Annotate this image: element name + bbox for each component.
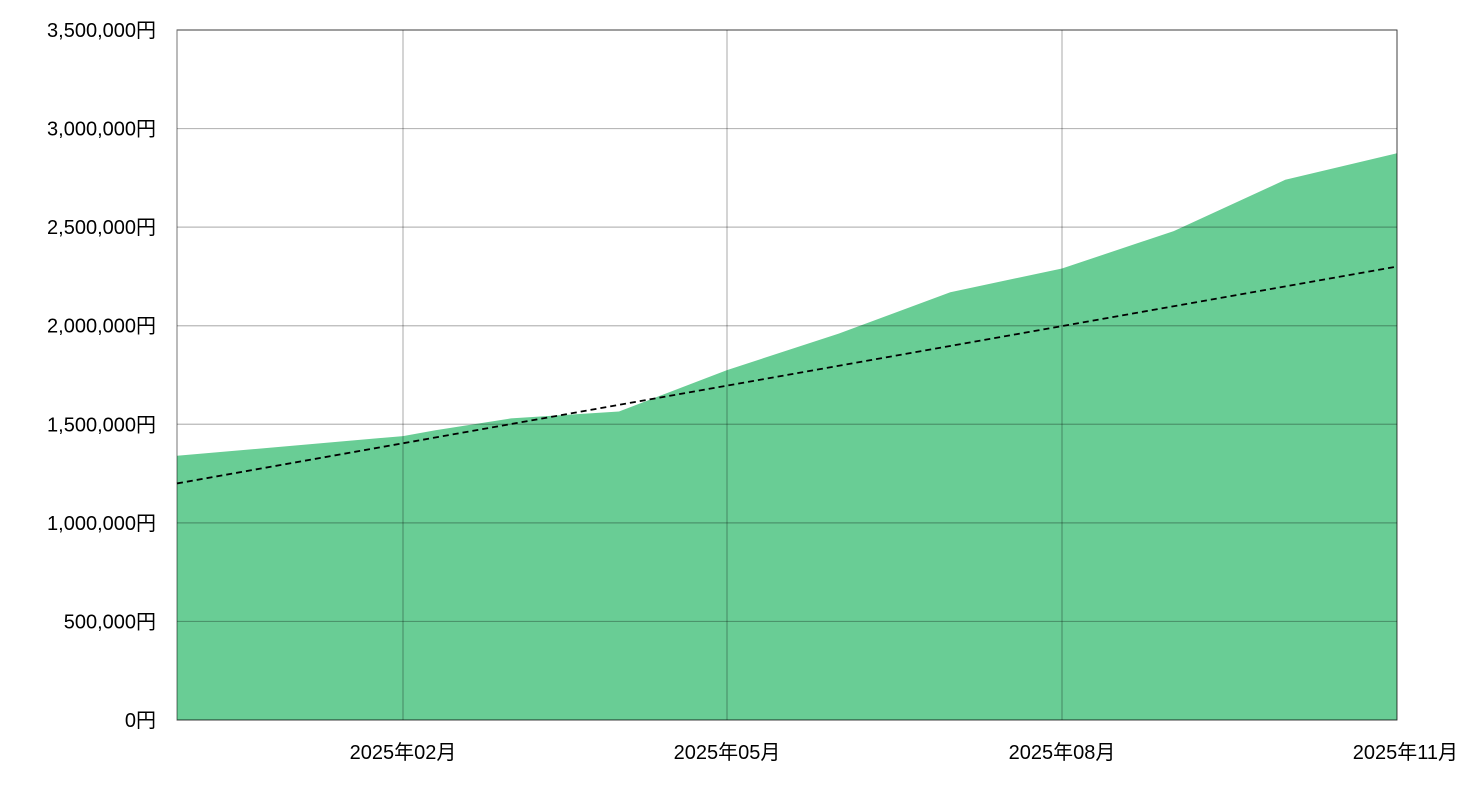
y-tick-label: 3,500,000円 [47,20,156,42]
area-series [177,153,1397,720]
y-tick-label: 1,500,000円 [47,414,156,436]
y-tick-label: 2,000,000円 [47,316,156,338]
y-tick-label: 1,000,000円 [47,513,156,535]
x-tick-label: 2025年11月 [1353,741,1458,764]
y-tick-label: 3,000,000円 [47,119,156,141]
y-tick-label: 2,500,000円 [47,217,156,239]
x-tick-label: 2025年05月 [674,741,781,764]
plot-frame [176,29,1398,721]
x-tick-label: 2025年08月 [1009,741,1116,764]
y-tick-label: 0円 [125,710,156,732]
trend-line [176,265,1398,485]
x-tick-label: 2025年02月 [350,741,457,764]
y-tick-label: 500,000円 [64,611,156,633]
